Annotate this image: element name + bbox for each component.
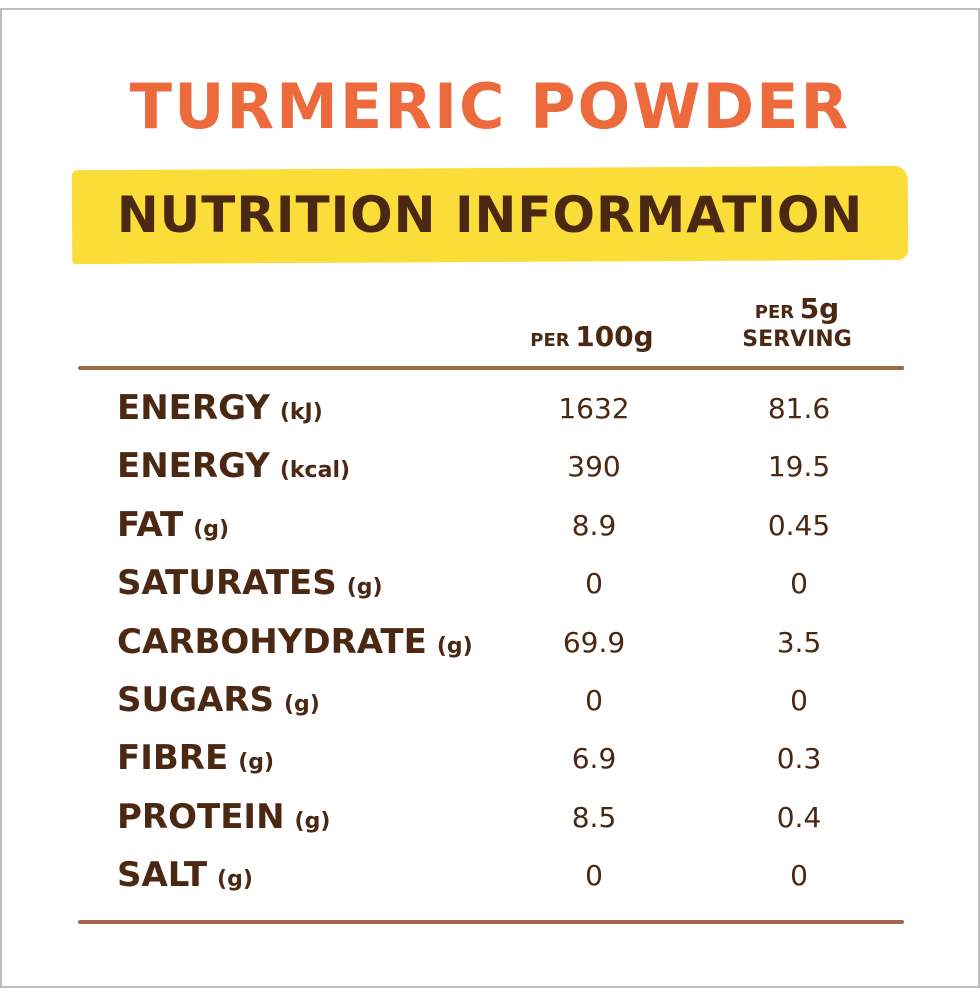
value-cell: 0 <box>585 684 603 717</box>
title: TURMERIC POWDER <box>129 70 851 143</box>
value-cell: 0.45 <box>767 508 831 542</box>
nutrient-name: PROTEIN <box>117 796 285 837</box>
nutrient-unit: (g) <box>294 808 331 834</box>
row-label: SATURATES (g) <box>117 563 383 603</box>
nutrient-name: FAT <box>117 504 184 545</box>
nutrient-name: ENERGY <box>117 446 270 487</box>
value-cell: 0.3 <box>776 742 822 776</box>
column-header: PER 100g <box>482 320 702 353</box>
value-cell: 0 <box>790 859 808 893</box>
nutrient-name: SALT <box>117 855 208 896</box>
nutrient-name: CARBOHYDRATE <box>117 621 427 662</box>
value-cell: 0 <box>790 684 808 717</box>
nutrient-unit: (g) <box>217 867 253 893</box>
nutrient-unit: (g) <box>436 633 473 659</box>
subtitle: NUTRITION INFORMATION <box>116 186 864 244</box>
row-label: CARBOHYDRATE (g) <box>117 622 473 662</box>
nutrient-unit: (kJ) <box>279 400 323 425</box>
value-cell: 0 <box>585 567 603 601</box>
nutrient-unit: (kcal) <box>279 458 351 484</box>
value-cell: 1632 <box>558 392 630 425</box>
rule <box>78 366 904 370</box>
row-label: FIBRE (g) <box>117 738 274 778</box>
row-label: SALT (g) <box>117 855 253 895</box>
row-label: PROTEIN (g) <box>117 797 330 837</box>
nutrient-unit: (g) <box>238 750 275 776</box>
rule <box>78 920 904 924</box>
row-label: ENERGY (kJ) <box>117 388 323 428</box>
value-cell: 0 <box>585 859 603 893</box>
nutrient-unit: (g) <box>346 575 383 601</box>
value-cell: 81.6 <box>767 392 831 425</box>
header-prefix: PER <box>754 302 795 323</box>
value-cell: 6.9 <box>571 742 617 776</box>
nutrient-unit: (g) <box>283 692 320 717</box>
nutrient-unit: (g) <box>193 516 230 542</box>
value-cell: 69.9 <box>562 625 626 659</box>
row-label: ENERGY (kcal) <box>117 446 350 486</box>
nutrient-name: ENERGY <box>117 388 270 428</box>
header-amount: 5g <box>799 292 840 325</box>
header-suffix: SERVING <box>742 327 852 352</box>
header-prefix: PER <box>530 330 570 351</box>
nutrient-name: SATURATES <box>117 563 337 604</box>
nutrient-name: FIBRE <box>117 738 229 779</box>
row-label: SUGARS (g) <box>117 680 320 720</box>
value-cell: 0 <box>790 567 808 601</box>
value-cell: 0.4 <box>776 800 822 834</box>
value-cell: 8.9 <box>571 508 617 542</box>
value-cell: 8.5 <box>571 800 617 834</box>
column-header: PER 5g SERVING <box>702 292 892 352</box>
nutrient-name: SUGARS <box>117 680 274 720</box>
value-cell: 19.5 <box>767 450 831 484</box>
header-amount: 100g <box>575 320 654 353</box>
value-cell: 390 <box>567 450 621 484</box>
value-cell: 3.5 <box>776 625 822 659</box>
nutrition-card: TURMERIC POWDER NUTRITION INFORMATION PE… <box>0 8 980 988</box>
row-label: FAT (g) <box>117 505 229 545</box>
